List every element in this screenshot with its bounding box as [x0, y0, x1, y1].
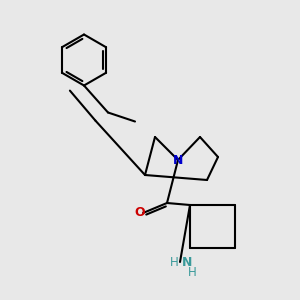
Text: O: O	[135, 206, 145, 220]
Text: N: N	[182, 256, 192, 268]
Text: H: H	[188, 266, 197, 279]
Text: N: N	[173, 154, 183, 166]
Text: H: H	[170, 256, 178, 268]
